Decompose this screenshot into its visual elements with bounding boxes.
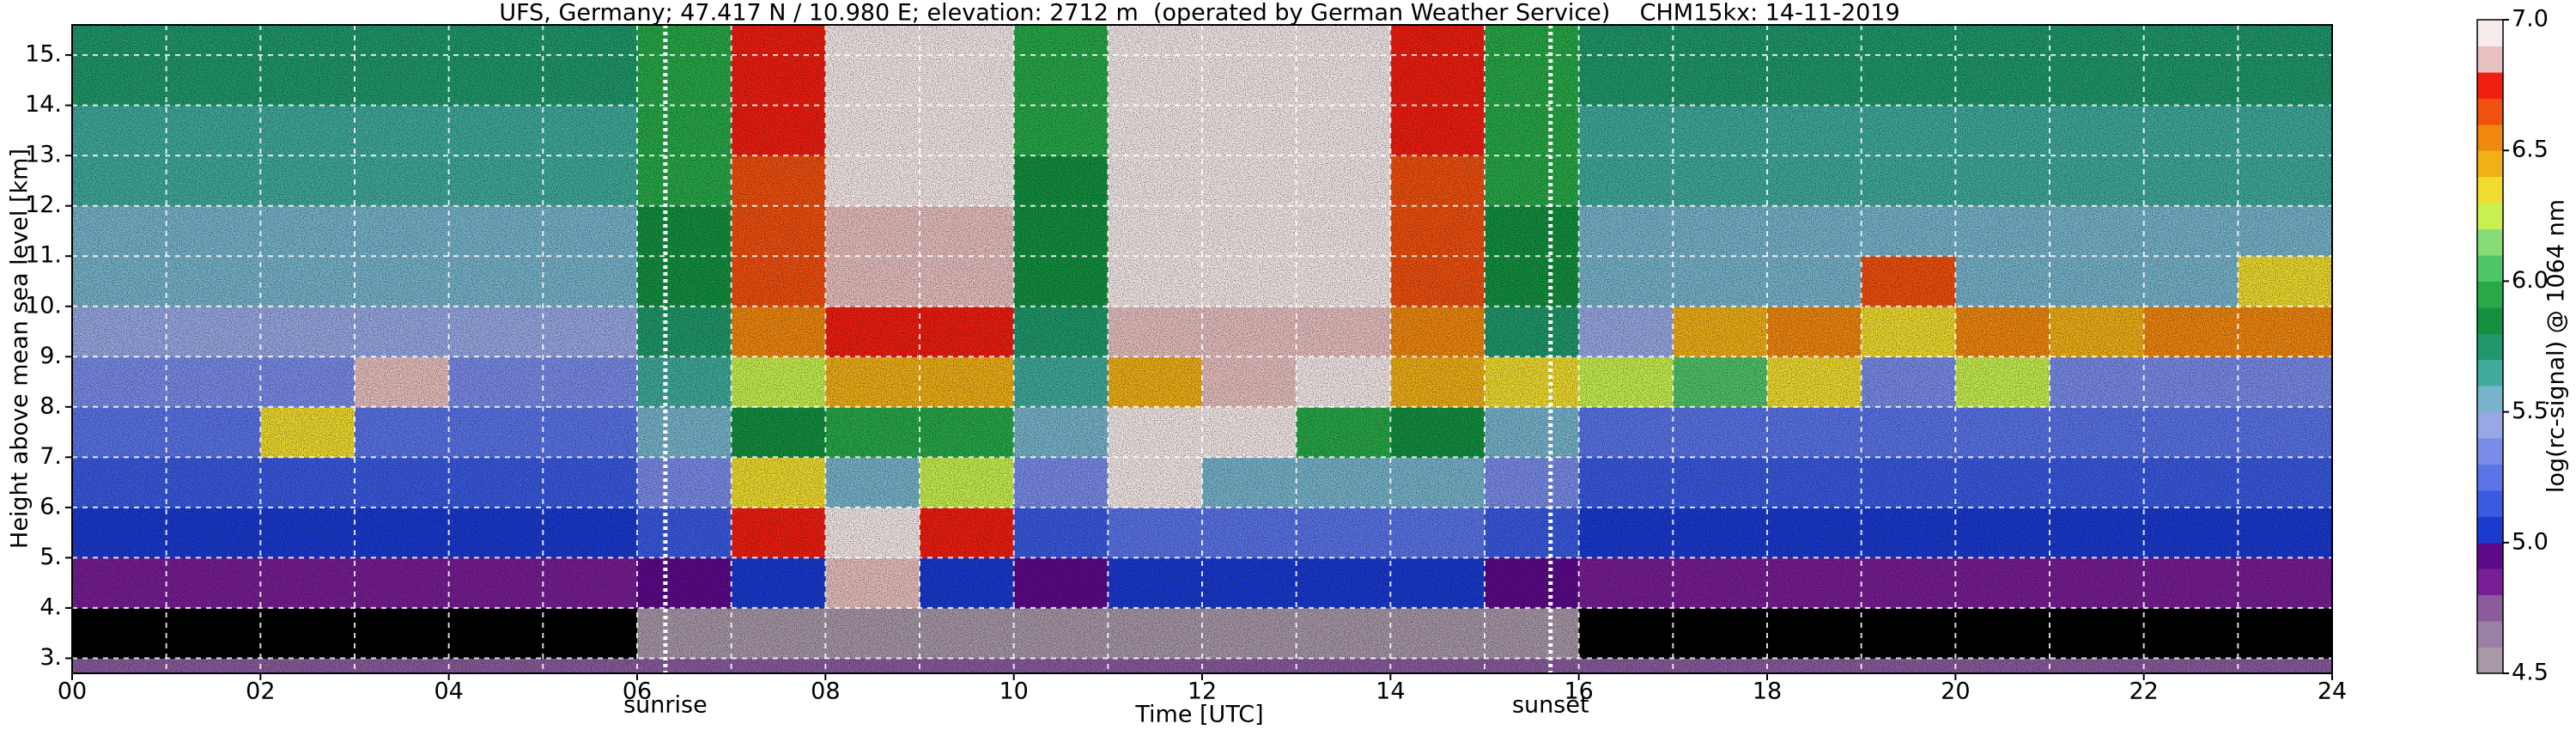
y-tick-label: 5.	[39, 544, 62, 570]
x-tick-label: 06	[623, 678, 652, 705]
colorbar-tick-label: 4.5	[2512, 660, 2549, 686]
colorbar-segment	[2477, 411, 2503, 439]
colorbar-segment	[2477, 281, 2503, 308]
colorbar-segment	[2477, 254, 2503, 282]
colorbar-segment	[2477, 438, 2503, 465]
colorbar-segment	[2477, 150, 2503, 178]
colorbar-segment	[2477, 46, 2503, 73]
colorbar-segment	[2477, 594, 2503, 622]
colorbar-segment	[2477, 490, 2503, 517]
y-tick-label: 10.	[25, 292, 62, 319]
colorbar-segment	[2477, 176, 2503, 204]
y-tick-label: 11.	[25, 242, 62, 269]
x-tick-label: 02	[246, 678, 275, 705]
overlay	[72, 25, 2332, 673]
colorbar-segment	[2477, 20, 2503, 46]
colorbar-segment	[2477, 333, 2503, 361]
colorbar-tick-label: 6.0	[2512, 267, 2549, 294]
x-tick-label: 10	[999, 678, 1028, 705]
colorbar-segment	[2477, 621, 2503, 648]
colorbar-segment	[2477, 124, 2503, 151]
y-tick-label: 3.	[39, 644, 62, 671]
x-tick-label: 14	[1376, 678, 1405, 705]
colorbar-frame	[2476, 19, 2504, 674]
y-axis-label: Height above mean sea level [km]	[7, 149, 33, 549]
colorbar-segment	[2477, 228, 2503, 256]
colorbar-segment	[2477, 71, 2503, 99]
colorbar-tick-label: 5.5	[2512, 398, 2549, 424]
x-tick-label: 00	[58, 678, 87, 705]
colorbar-segment	[2477, 386, 2503, 413]
y-tick-label: 13.	[25, 142, 62, 168]
colorbar-label: log(rc-signal) @ 1064 nm	[2543, 199, 2570, 493]
y-tick-label: 6.	[39, 493, 62, 520]
colorbar-tick-label: 5.0	[2512, 528, 2549, 555]
x-tick-label: 20	[1941, 678, 1970, 705]
x-tick-label: 22	[2129, 678, 2158, 705]
x-tick-label: 04	[434, 678, 463, 705]
colorbar-segment	[2477, 359, 2503, 386]
colorbar-segment	[2477, 647, 2503, 674]
colorbar: 4.5 5.0 5.5 6.0 6.5 7.0	[2476, 6, 2549, 686]
x-tick-label: 24	[2318, 678, 2347, 705]
y-tick-label: 9.	[39, 343, 62, 369]
colorbar-segment	[2477, 569, 2503, 596]
y-tick-label: 8.	[39, 392, 62, 419]
chart-title: UFS, Germany; 47.417 N / 10.980 E; eleva…	[499, 0, 1899, 27]
y-tick-label: 15.	[25, 41, 62, 68]
colorbar-tick-label: 7.0	[2512, 6, 2549, 33]
colorbar-segment	[2477, 464, 2503, 491]
colorbar-segment	[2477, 307, 2503, 334]
y-tick-label: 7.	[39, 443, 62, 470]
y-tick-label: 4.	[39, 593, 62, 620]
x-tick-label: 16	[1564, 678, 1593, 705]
x-tick-label: 12	[1188, 678, 1217, 705]
colorbar-segment	[2477, 542, 2503, 569]
annotation-label: sunrise	[623, 692, 708, 719]
colorbar-segment	[2477, 516, 2503, 544]
colorbar-segment	[2477, 203, 2503, 230]
y-tick-label: 12.	[25, 192, 62, 218]
plot-frame	[71, 24, 2333, 674]
colorbar-tick-label: 6.5	[2512, 137, 2549, 163]
x-axis-label: Time [UTC]	[1134, 702, 1263, 728]
colorbar-segment	[2477, 98, 2503, 125]
x-tick-label: 18	[1753, 678, 1782, 705]
annotation-label: sunset	[1512, 692, 1589, 719]
y-tick-label: 14.	[25, 91, 62, 118]
x-tick-label: 08	[811, 678, 840, 705]
